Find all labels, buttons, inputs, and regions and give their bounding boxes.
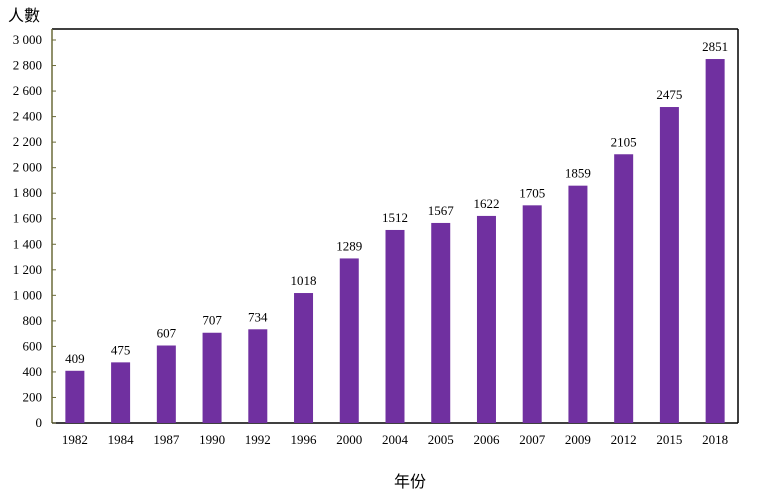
data-label: 1567 [428,203,455,218]
y-tick-label: 400 [23,364,43,379]
y-tick-label: 1 800 [13,185,42,200]
data-label: 734 [248,309,268,324]
x-tick-label: 2007 [519,432,546,447]
bar [568,185,588,423]
y-tick-label: 1 200 [13,262,42,277]
y-axis-title: 人數 [8,6,40,25]
bar [659,107,679,424]
data-label: 607 [157,326,177,341]
bar [248,329,268,423]
x-tick-label: 1990 [199,432,225,447]
bar [614,154,634,424]
y-tick-label: 1 600 [13,211,42,226]
y-tick-label: 600 [23,338,43,353]
x-tick-label: 2009 [565,432,591,447]
y-tick-label: 0 [36,415,43,430]
y-tick-label: 800 [23,313,43,328]
x-tick-label: 2015 [656,432,682,447]
x-tick-label: 2004 [382,432,409,447]
x-tick-label: 2018 [702,432,728,447]
data-label: 2475 [656,87,682,102]
data-label: 707 [202,313,222,328]
bar [705,59,725,423]
y-tick-label: 2 600 [13,83,42,98]
y-tick-label: 1 400 [13,236,42,251]
data-label: 1859 [565,166,591,181]
x-tick-label: 1992 [245,432,271,447]
x-tick-label: 1987 [153,432,180,447]
bar [294,293,314,423]
y-tick-label: 2 200 [13,134,42,149]
data-label: 409 [65,351,85,366]
y-tick-label: 1 000 [13,287,42,302]
bar [522,205,542,423]
data-label: 1289 [336,238,362,253]
x-tick-label: 1982 [62,432,88,447]
bar [431,222,451,423]
data-label: 1705 [519,185,545,200]
y-tick-label: 2 400 [13,109,42,124]
x-tick-label: 2012 [611,432,637,447]
data-label: 1018 [291,273,317,288]
data-label: 1622 [473,196,499,211]
y-tick-label: 3 000 [13,32,42,47]
bar [156,345,176,423]
data-label: 475 [111,342,131,357]
data-label: 2105 [611,134,637,149]
bar [111,362,131,423]
data-label: 1512 [382,210,408,225]
x-tick-label: 2005 [428,432,454,447]
data-label: 2851 [702,39,728,54]
bar [476,215,496,423]
x-axis-title: 年份 [394,472,426,491]
y-tick-label: 2 000 [13,160,42,175]
bar [202,332,222,423]
x-tick-label: 1996 [291,432,318,447]
x-tick-label: 1984 [108,432,135,447]
y-tick-label: 200 [23,389,43,404]
bar [65,370,85,423]
bar [385,229,405,423]
bar [339,258,359,423]
x-tick-label: 2000 [336,432,362,447]
x-tick-label: 2006 [473,432,500,447]
y-tick-label: 2 800 [13,58,42,73]
